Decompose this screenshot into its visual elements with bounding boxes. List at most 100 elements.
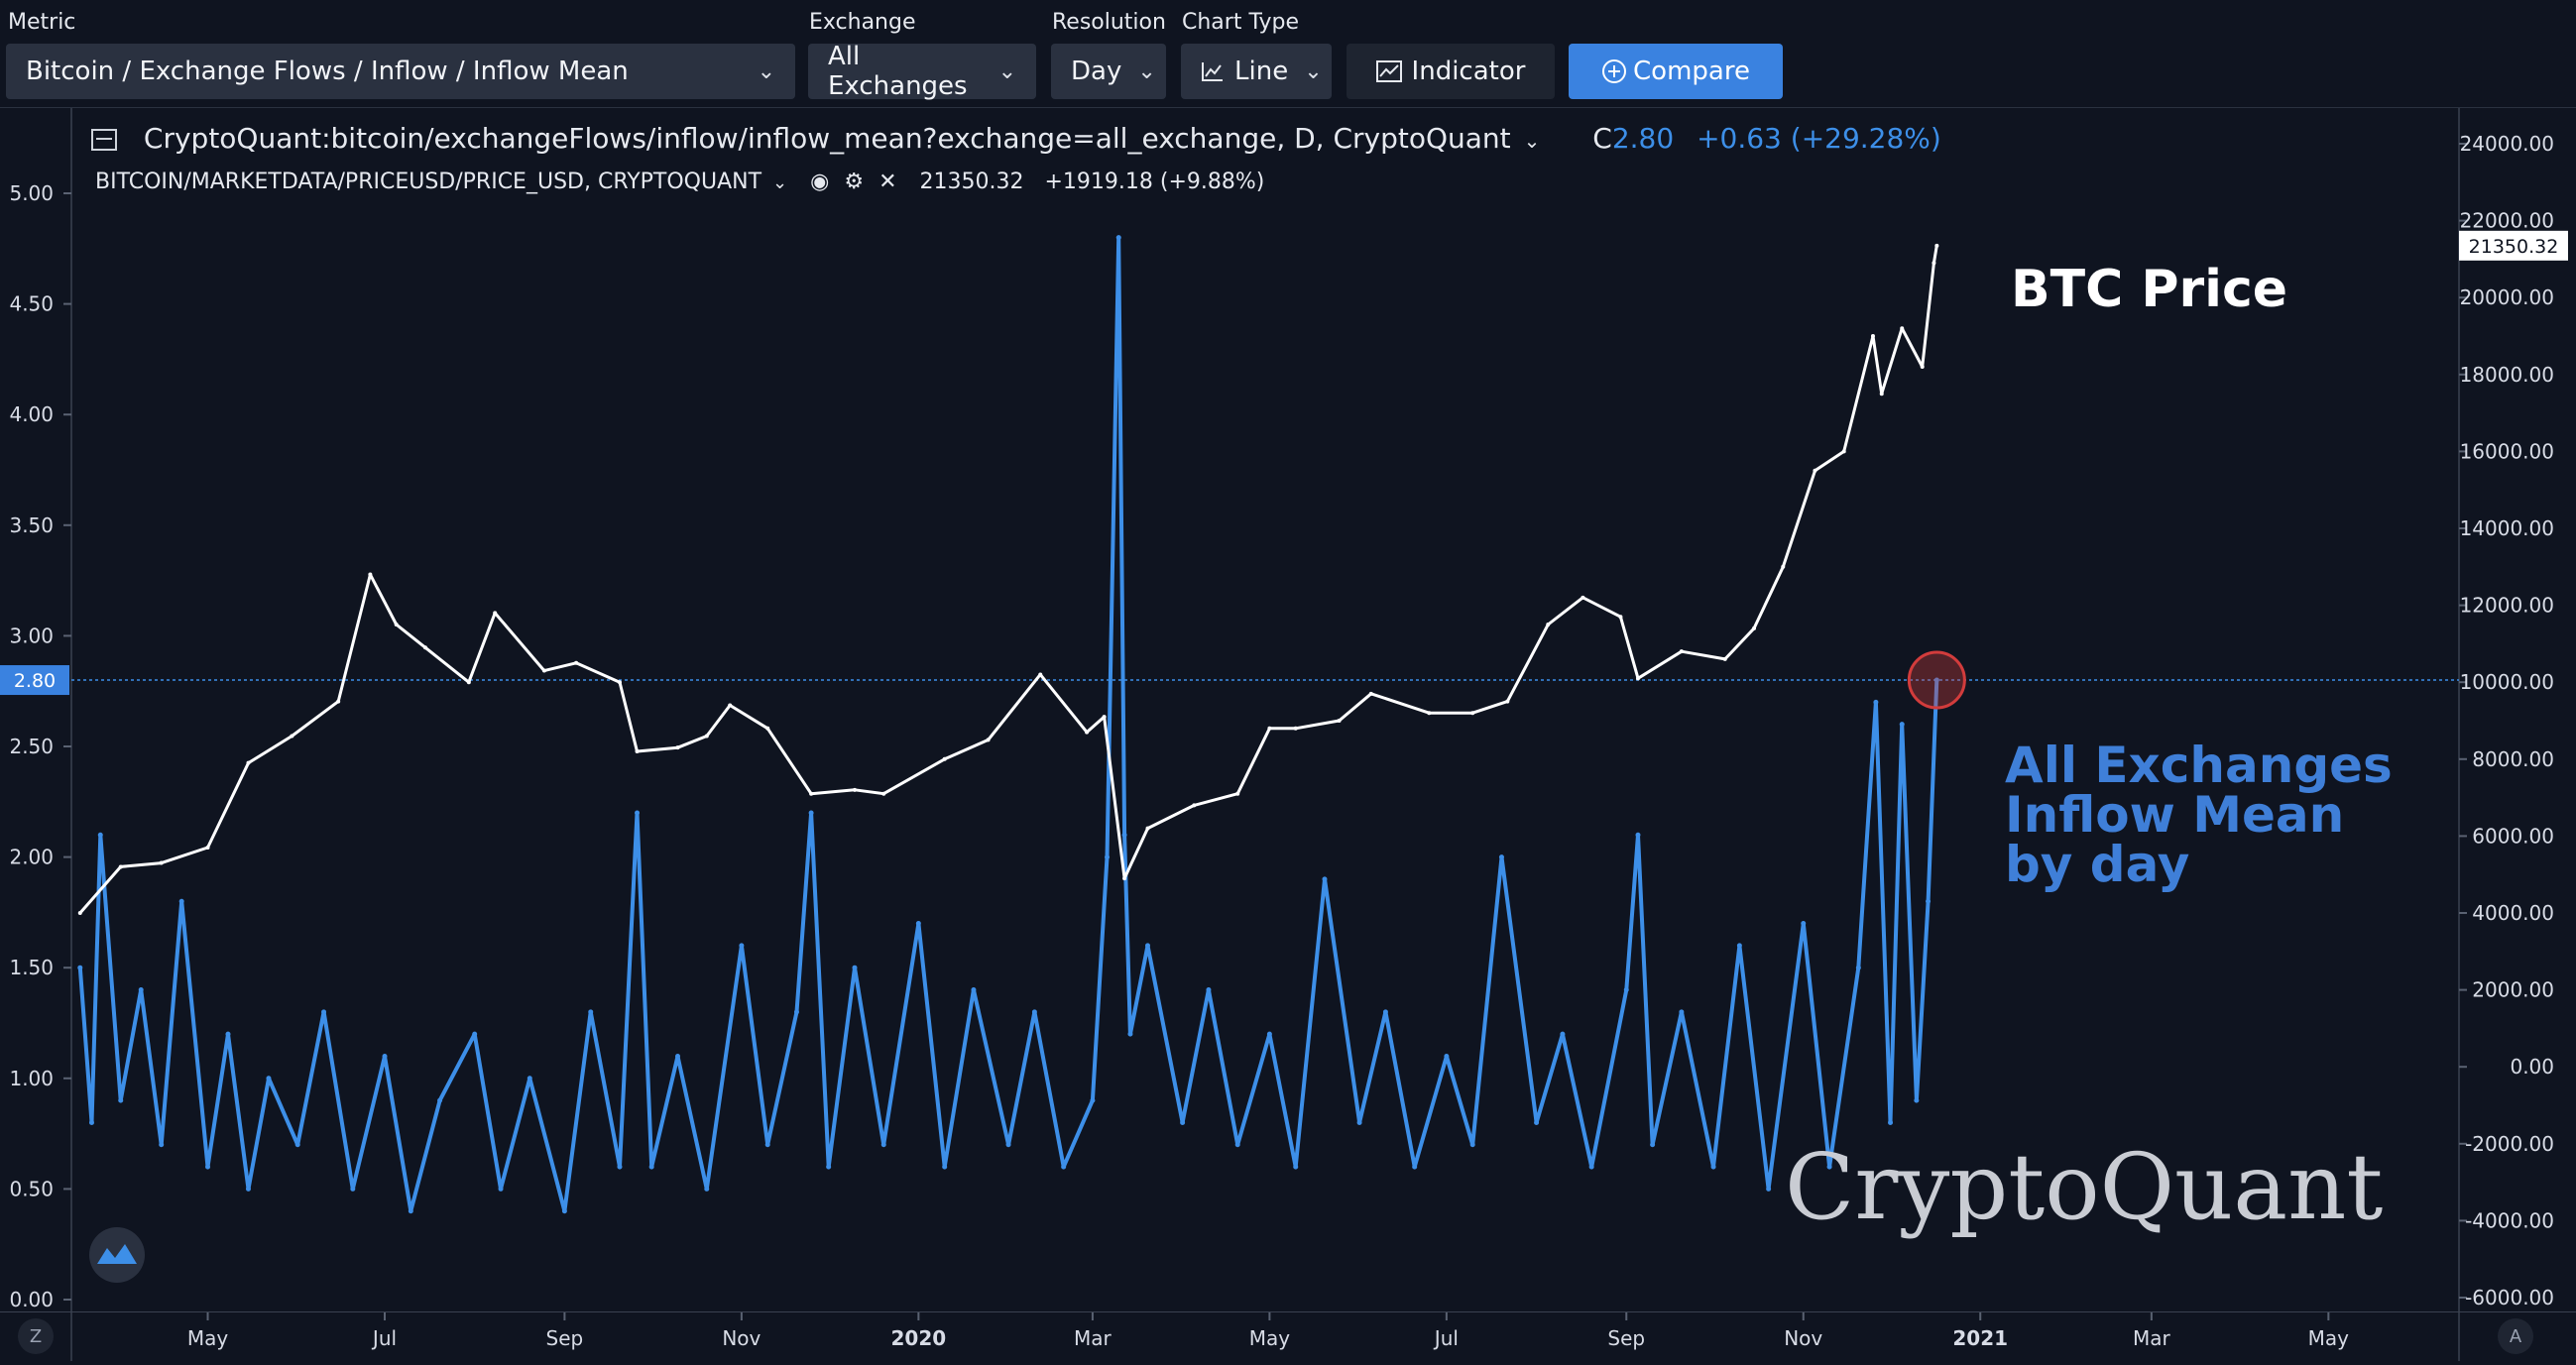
right-axis-tick-label: 6000.00 (2472, 824, 2554, 848)
btc-price-point (1722, 656, 1727, 661)
btc-price-point (986, 738, 991, 742)
close-icon[interactable]: ✕ (878, 170, 897, 194)
btc-price-point (675, 745, 680, 750)
left-axis-tick-label: 4.50 (9, 292, 54, 316)
btc-price-point (205, 846, 210, 851)
current-value-marker (1907, 650, 1966, 710)
inflow-mean-point (498, 1186, 504, 1192)
inflow-mean-point (1498, 854, 1504, 860)
compare-button[interactable]: Compare (1569, 44, 1783, 99)
inflow-mean-point (118, 1097, 124, 1103)
chevron-down-icon[interactable]: ⌄ (1523, 129, 1541, 153)
metric-select[interactable]: Bitcoin / Exchange Flows / Inflow / Infl… (6, 44, 795, 99)
btc-price-point (1618, 615, 1623, 620)
chart-canvas[interactable]: 0.00 0.50 1.00 1.50 2.00 2.50 3.00 3.50 4.00 4.50… (0, 108, 2576, 1312)
btc-price-point (942, 756, 947, 761)
legend-series2: BITCOIN/MARKETDATA/PRICEUSD/PRICE_USD, C… (95, 170, 1264, 194)
inflow-mean-point (245, 1186, 251, 1192)
inflow-mean-point (852, 965, 858, 970)
btc-price-point (541, 668, 546, 673)
time-axis-canvas: May Jul Sep Nov 2020 Mar May Jul Sep Nov 2021 Mar Ma… (70, 1312, 2460, 1361)
zoom-toggle-button[interactable]: Z (18, 1318, 54, 1354)
inflow-mean-point (1382, 1009, 1388, 1015)
time-axis-tick-label: Mar (1074, 1326, 1112, 1350)
inflow-mean-point (1293, 1164, 1299, 1170)
inflow-mean-point (1105, 854, 1111, 860)
inflow-mean-point (826, 1164, 832, 1170)
exchange-select[interactable]: All Exchanges ⌄ (808, 42, 1036, 101)
inflow-mean-point (350, 1186, 356, 1192)
inflow-mean-point (1356, 1119, 1362, 1125)
inflow-mean-point (971, 987, 977, 993)
resolution-select[interactable]: Day ⌄ (1051, 44, 1166, 99)
right-axis-tick-label: 20000.00 (2460, 285, 2554, 309)
inflow-mean-point (648, 1164, 654, 1170)
inflow-mean-point (1855, 965, 1861, 970)
right-axis-tick-label: 12000.00 (2460, 594, 2554, 618)
btc-price-point (1546, 623, 1551, 626)
legend-series1-change: +0.63 (+29.28%) (1697, 122, 1941, 155)
btc-price-point (1813, 468, 1817, 473)
chart-type-label: Chart Type (1182, 10, 1299, 35)
collapse-icon[interactable] (91, 129, 117, 151)
btc-price-points (77, 243, 1939, 915)
plus-circle-icon (1601, 58, 1627, 84)
inflow-mean-point (97, 832, 103, 838)
right-axis-tick-label: 22000.00 (2460, 209, 2554, 233)
time-axis-tick-label: May (1249, 1326, 1291, 1350)
toolbar: Metric Bitcoin / Exchange Flows / Inflow… (0, 0, 2576, 104)
btc-price-point (1879, 392, 1884, 397)
btc-price-point (1920, 365, 1925, 370)
inflow-mean-point (561, 1208, 567, 1214)
btc-price-annotation: BTC Price (2011, 260, 2287, 319)
btc-price-point (1368, 691, 1373, 696)
time-axis[interactable]: May Jul Sep Nov 2020 Mar May Jul Sep Nov 2021 Mar Ma… (0, 1311, 2576, 1361)
left-axis-tick-label: 0.50 (9, 1177, 54, 1200)
eye-icon[interactable]: ◉ (810, 170, 830, 194)
left-axis-tick-label: 1.00 (9, 1067, 54, 1090)
inflow-mean-point (1412, 1164, 1418, 1170)
btc-price-point (765, 726, 770, 731)
legend-series2-change: +1919.18 (+9.88%) (1044, 170, 1265, 194)
btc-price-point (1932, 261, 1936, 266)
inflow-mean-point (1766, 1186, 1772, 1192)
exchange-label: Exchange (809, 10, 916, 35)
chevron-down-icon[interactable]: ⌄ (772, 172, 788, 193)
gear-icon[interactable]: ⚙ (844, 170, 865, 194)
inflow-mean-point (1914, 1097, 1920, 1103)
line-chart-icon (1201, 60, 1225, 82)
chart-area[interactable]: 0.00 0.50 1.00 1.50 2.00 2.50 3.00 3.50 4.00 4.50… (0, 107, 2576, 1312)
inflow-mean-series-line (77, 235, 1939, 1213)
btc-price-point (493, 611, 498, 616)
chart-type-select[interactable]: Line ⌄ (1181, 44, 1332, 99)
inflow-mean-point (1933, 677, 1939, 683)
inflow-mean-point (1826, 1164, 1832, 1170)
legend-series1-close: 2.80 (1611, 122, 1675, 155)
time-axis-tick-label: 2021 (1952, 1326, 2008, 1350)
indicator-button[interactable]: Indicator (1347, 44, 1555, 99)
cryptoquant-logo-button[interactable] (89, 1227, 145, 1283)
left-axis-tick-label: 2.00 (9, 846, 54, 869)
btc-price-point (290, 734, 294, 739)
exchange-select-value: All Exchanges (828, 42, 968, 101)
inflow-mean-point (1061, 1164, 1067, 1170)
btc-price-point (1900, 326, 1905, 331)
inflow-mean-point (1266, 1031, 1272, 1037)
auto-scale-button[interactable]: A (2498, 1318, 2533, 1354)
right-axis-tick-label: -4000.00 (2465, 1208, 2554, 1232)
inflow-mean-point (915, 921, 921, 927)
btc-price-point (574, 660, 579, 665)
btc-price-point (1145, 826, 1150, 831)
time-axis-tick-label: Sep (546, 1326, 584, 1350)
inflow-mean-point (1121, 832, 1127, 838)
left-axis-tick-label: 1.50 (9, 956, 54, 979)
cryptoquant-watermark: CryptoQuant (1785, 1134, 2383, 1240)
legend-series2-title: BITCOIN/MARKETDATA/PRICEUSD/PRICE_USD, C… (95, 170, 762, 194)
btc-price-point (1192, 803, 1197, 808)
inflow-mean-point (808, 810, 814, 816)
btc-price-point (1470, 711, 1475, 716)
legend-series2-value: 21350.32 (919, 170, 1024, 194)
btc-price-point (159, 860, 164, 865)
chevron-down-icon: ⌄ (997, 58, 1016, 84)
chevron-down-icon: ⌄ (1304, 58, 1323, 84)
